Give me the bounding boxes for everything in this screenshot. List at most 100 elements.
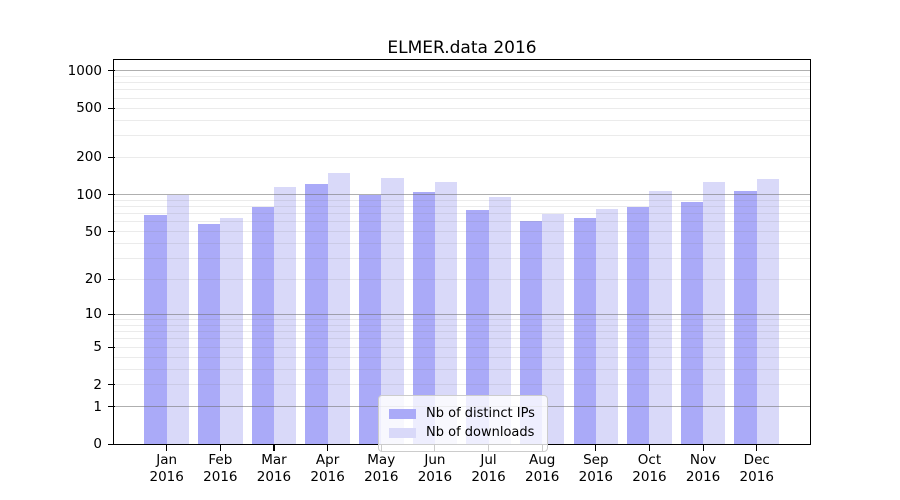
bar-downloads-nov: [703, 181, 726, 444]
y-tick-label: 5: [93, 339, 102, 356]
x-tick-label: Jun 2016: [417, 452, 453, 485]
bar-ips-dec: [734, 191, 757, 444]
y-tick-mark: [108, 346, 115, 348]
bar-ips-mar: [251, 206, 274, 444]
bar-ips-feb: [198, 223, 221, 444]
x-tick-label: Oct 2016: [632, 452, 667, 485]
gridline-800: [114, 82, 810, 84]
y-tick-mark: [108, 70, 115, 72]
bar-ips-jul: [466, 210, 489, 444]
gridline-20: [114, 278, 810, 280]
y-tick-label: 10: [84, 306, 102, 323]
gridline-8: [114, 324, 810, 326]
x-tick-label: Nov 2016: [685, 452, 721, 485]
x-tick-label: Feb 2016: [203, 452, 238, 485]
x-tick-mark: [327, 445, 329, 451]
gridline-400: [114, 119, 810, 121]
bar-downloads-mar: [273, 186, 297, 444]
gridline-3: [114, 368, 810, 370]
y-tick-label: 20: [84, 271, 102, 288]
legend-swatch: [389, 428, 416, 438]
x-tick-mark: [595, 445, 597, 451]
y-tick-label: 500: [76, 100, 102, 117]
x-tick-mark: [756, 445, 758, 451]
plot-area: 0 1 2 5 10 20 50 100 200 500 1000 Jan 2016 Feb 2016 Ma…: [68, 59, 811, 485]
bar-ips-aug: [519, 221, 543, 444]
y-tick-label: 50: [84, 223, 102, 240]
x-tick-label: Aug 2016: [524, 452, 560, 485]
y-tick-mark: [108, 156, 115, 159]
x-tick-label: Jul 2016: [471, 452, 506, 485]
gridline-5: [114, 346, 810, 348]
bar-downloads-apr: [327, 172, 350, 444]
gridline-6: [114, 338, 810, 340]
gridline-300: [114, 135, 810, 137]
grid-layer: [114, 60, 810, 444]
gridline-30: [114, 257, 810, 259]
gridline-100: [114, 194, 810, 196]
bar-ips-sep: [573, 217, 596, 444]
legend-item: Nb of distinct IPs: [389, 406, 535, 422]
y-tick-mark: [108, 278, 115, 281]
y-tick-label: 200: [76, 149, 102, 166]
bar-downloads-sep: [595, 208, 619, 444]
gridline-10: [114, 313, 810, 315]
gridline-500: [114, 107, 810, 109]
x-tick-label: May 2016: [364, 452, 399, 485]
y-tick-mark: [108, 194, 115, 196]
legend-label: Nb of distinct IPs: [426, 406, 535, 421]
bar-downloads-jun: [434, 181, 458, 444]
y-tick-label: 2: [93, 376, 102, 393]
gridline-50: [114, 231, 810, 233]
gridline-200: [114, 156, 810, 158]
bar-downloads-oct: [649, 191, 672, 444]
bar-downloads-aug: [542, 214, 565, 444]
y-tick-mark: [108, 443, 115, 445]
bar-ips-may: [358, 194, 382, 444]
x-tick-mark: [648, 445, 651, 451]
x-tick-label: Mar 2016: [256, 452, 292, 485]
legend-label: Nb of downloads: [426, 425, 535, 440]
gridline-80: [114, 206, 810, 208]
y-tick-label: 1: [93, 398, 102, 415]
x-tick-mark: [702, 445, 704, 451]
legend-swatch: [389, 409, 416, 419]
bar-ips-oct: [627, 207, 650, 444]
gridline-700: [114, 89, 810, 91]
gridline-900: [114, 75, 810, 77]
bar-downloads-jan: [166, 194, 189, 444]
bar-downloads-feb: [220, 218, 243, 444]
x-tick-label: Apr 2016: [310, 452, 345, 485]
y-tick-mark: [108, 384, 115, 386]
gridline-600: [114, 97, 810, 99]
gridline-1000: [114, 70, 810, 72]
bar-downloads-jul: [488, 197, 511, 444]
x-tick-label: Jan 2016: [149, 452, 184, 485]
bar-ips-jun: [412, 191, 435, 444]
gridline-9: [114, 319, 810, 321]
bar-downloads-may: [381, 178, 404, 444]
gridline-4: [114, 356, 810, 358]
y-tick-mark: [108, 313, 115, 316]
x-tick-mark: [273, 445, 275, 451]
chart-title: ELMER.data 2016: [387, 38, 537, 58]
bar-ips-jan: [144, 215, 167, 444]
y-tick-label: 0: [93, 436, 102, 452]
legend-item: Nb of downloads: [389, 425, 535, 441]
y-tick-label: 1000: [67, 62, 102, 79]
x-tick-label: Sep 2016: [578, 452, 613, 485]
x-tick-mark: [219, 445, 221, 451]
x-tick-label: Dec 2016: [739, 452, 774, 485]
y-tick-mark: [108, 107, 115, 109]
gridline-40: [114, 242, 810, 244]
gridline-90: [114, 199, 810, 201]
y-tick-label: 100: [76, 186, 102, 203]
gridline-60: [114, 221, 810, 223]
gridline-70: [114, 213, 810, 215]
y-tick-mark: [108, 231, 115, 233]
bar-ips-nov: [680, 202, 704, 444]
legend: Nb of distinct IPs Nb of downloads: [378, 395, 548, 452]
y-tick-mark: [108, 406, 115, 408]
gridline-2: [114, 384, 810, 386]
